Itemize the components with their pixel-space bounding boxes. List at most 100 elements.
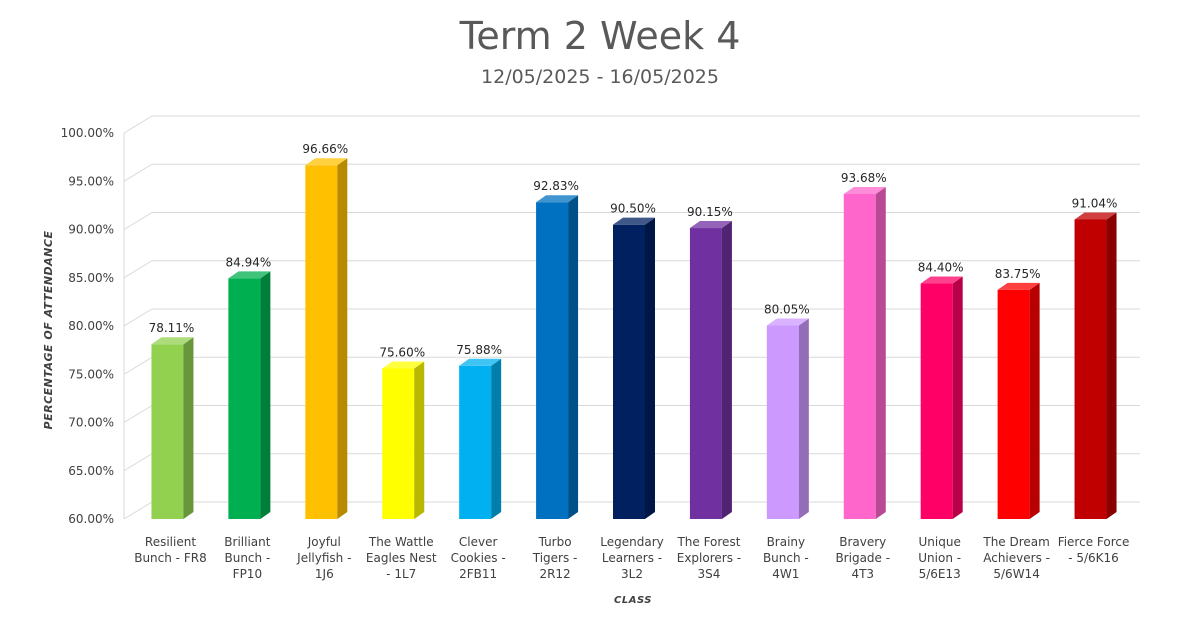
gridline-depth — [123, 212, 153, 230]
gridline-depth — [123, 453, 153, 472]
x-tick-label-line: - 5/6K16 — [1068, 551, 1119, 565]
bar — [920, 276, 963, 519]
gridline-depth — [123, 356, 153, 375]
x-tick-label-line: 4T3 — [851, 567, 874, 581]
bar — [766, 318, 809, 519]
x-tick-label: Brilliant Bunch - FP10 — [224, 535, 270, 581]
y-tick-label: 75.00% — [68, 367, 114, 381]
bar — [613, 217, 655, 520]
bar-front — [382, 368, 415, 519]
gridline-depth — [123, 163, 153, 182]
bar-top — [997, 282, 1040, 290]
data-label: 84.40% — [918, 261, 964, 275]
bar-top — [920, 276, 963, 284]
x-tick-label-line: Bunch - — [224, 551, 270, 565]
bar — [228, 271, 271, 519]
x-tick-label-line: Turbo — [538, 535, 572, 549]
x-tick-label-line: Legendary — [600, 535, 663, 549]
x-tick-label-line: 3S4 — [697, 567, 720, 581]
x-tick-label-line: - 1L7 — [386, 567, 416, 581]
x-tick-label-line: 2R12 — [539, 567, 570, 581]
bar — [305, 158, 348, 519]
data-label: 80.05% — [764, 303, 810, 317]
bar — [843, 186, 886, 519]
data-label: 75.60% — [379, 345, 425, 359]
x-tick-label: Unique Union - 5/6E13 — [918, 535, 961, 581]
data-label: 96.66% — [302, 142, 348, 156]
gridline-depth — [123, 115, 153, 134]
y-axis-title: PERCENTAGE OF ATTENDANCE — [42, 231, 55, 430]
y-tick-label: 85.00% — [68, 271, 114, 285]
bar — [1074, 212, 1117, 520]
x-tick-label-line: 1J6 — [315, 567, 334, 581]
bar-top — [459, 358, 502, 366]
x-tick-label: The Wattle Eagles Nest - 1L7 — [366, 535, 437, 581]
gridline-depth — [123, 405, 153, 423]
gridline-depth — [123, 260, 153, 279]
x-tick-label: Brainy Bunch - 4W1 — [763, 535, 809, 581]
bar-top — [305, 158, 348, 166]
x-tick-label-line: Bravery — [839, 535, 886, 549]
bar-top — [689, 221, 732, 229]
x-tick-label: Bravery Brigade - 4T3 — [835, 535, 890, 581]
x-tick-label: Legendary Learners - 3L2 — [600, 535, 663, 581]
y-tick-label: 70.00% — [68, 416, 114, 430]
x-tick-label-line: Brigade - — [835, 551, 890, 565]
bar-side — [1106, 212, 1117, 520]
x-tick-label: The Dream Achievers - 5/6W14 — [982, 535, 1050, 581]
bar-side — [645, 217, 655, 520]
bar-front — [766, 325, 799, 519]
data-label: 84.94% — [226, 255, 272, 269]
x-tick-label: Resilient Bunch - FR8 — [134, 535, 206, 565]
bar-top — [228, 271, 271, 279]
x-tick-label-line: The Wattle — [368, 535, 434, 549]
data-label: 93.68% — [841, 171, 887, 185]
x-tick-label-line: Union - — [918, 551, 961, 565]
x-tick-label-line: 4W1 — [772, 567, 799, 581]
data-label: 90.15% — [687, 205, 733, 219]
x-tick-label-line: Joyful — [307, 535, 341, 549]
gridline-depth — [123, 308, 153, 327]
data-label: 78.11% — [149, 321, 195, 335]
x-tick-label-line: Bunch - FR8 — [134, 551, 206, 565]
x-tick-label-line: Brainy — [767, 535, 806, 549]
x-tick-label-line: 2FB11 — [459, 567, 497, 581]
bar-side — [414, 361, 425, 519]
bar-top — [613, 217, 655, 225]
bars — [151, 158, 1117, 520]
chart-subtitle: 12/05/2025 - 16/05/2025 — [481, 66, 719, 88]
x-tick-label-line: Jellyfish - — [296, 551, 351, 565]
x-axis-title: CLASS — [614, 595, 652, 606]
bar-side — [721, 221, 732, 520]
bar-side — [875, 186, 886, 519]
y-tick-label: 100.00% — [61, 126, 114, 140]
y-tick-labels: 60.00% 65.00% 70.00% 75.00% 80.00% 85.00% 90.0… — [61, 126, 114, 526]
x-tick-label-line: 5/6E13 — [919, 567, 961, 581]
y-tick-label: 90.00% — [68, 223, 114, 237]
bar-top — [1074, 212, 1117, 220]
x-tick-label-line: Achievers - — [983, 551, 1050, 565]
bar-top — [536, 195, 579, 203]
bar — [536, 195, 579, 520]
x-tick-label: Clever Cookies - 2FB11 — [451, 535, 506, 581]
x-tick-label-line: Brilliant — [224, 535, 270, 549]
x-tick-label-line: FP10 — [233, 567, 262, 581]
bar-front — [997, 289, 1030, 519]
bar — [459, 358, 502, 519]
x-tick-label-line: The Forest — [676, 535, 740, 549]
x-tick-label: Fierce Force - 5/6K16 — [1058, 535, 1130, 565]
x-tick-label-line: Cookies - — [451, 551, 506, 565]
bar-side — [491, 358, 502, 519]
x-tick-label-line: Eagles Nest — [366, 551, 437, 565]
chart-title: Term 2 Week 4 — [459, 14, 741, 58]
bar — [382, 361, 425, 519]
bar-front — [459, 365, 492, 519]
x-tick-label: Turbo Tigers - 2R12 — [532, 535, 578, 581]
x-tick-label: The Forest Explorers - 3S4 — [676, 535, 741, 581]
x-tick-label-line: Bunch - — [763, 551, 809, 565]
data-label: 92.83% — [533, 179, 579, 193]
bar-front — [151, 344, 184, 519]
x-tick-label-line: Clever — [459, 535, 498, 549]
